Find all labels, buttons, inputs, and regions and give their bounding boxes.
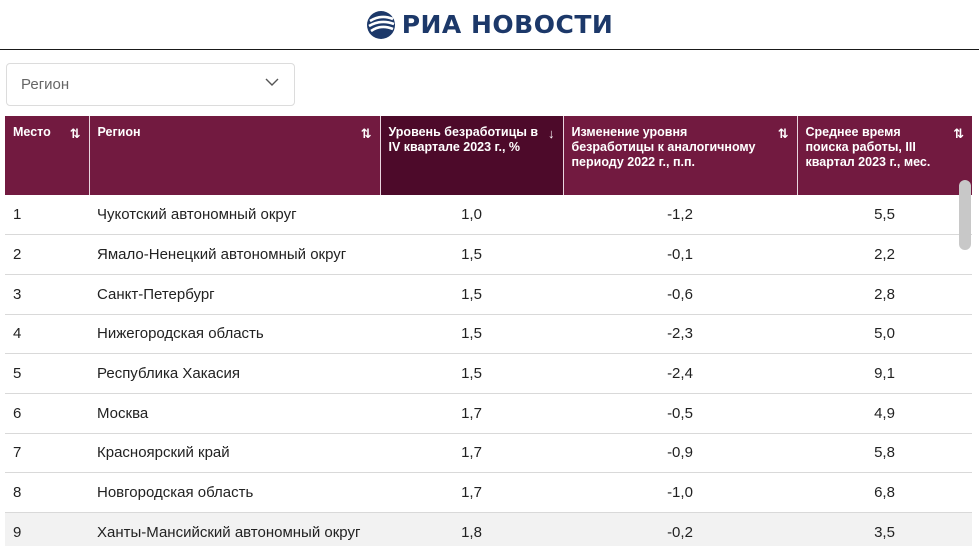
search-time-cell: 2,2: [797, 235, 972, 275]
unemployment-rate-cell: 1,0: [380, 195, 563, 235]
unemployment-rate-cell: 1,7: [380, 433, 563, 473]
region-cell: Ханты-Мансийский автономный округ: [89, 513, 380, 546]
rate-change-cell: -0,9: [563, 433, 797, 473]
column-header-label: Регион: [98, 125, 141, 140]
search-time-cell: 5,0: [797, 314, 972, 354]
table-header-row: Место ⇅ Регион ⇅ Уровень безработицы в IV кв…: [5, 116, 972, 195]
region-cell: Новгородская область: [89, 473, 380, 513]
rank-cell: 1: [5, 195, 89, 235]
column-header-label: Место: [13, 125, 51, 140]
rank-cell: 4: [5, 314, 89, 354]
column-header-label: Среднее время поиска работы, III квартал…: [806, 125, 948, 170]
unemployment-table: Место ⇅ Регион ⇅ Уровень безработицы в IV кв…: [5, 116, 972, 546]
search-time-cell: 3,5: [797, 513, 972, 546]
region-cell: Ямало-Ненецкий автономный округ: [89, 235, 380, 275]
column-header-3[interactable]: Изменение уровня безработицы к аналогичн…: [563, 116, 797, 195]
sort-both-icon[interactable]: ⇅: [361, 125, 372, 141]
rank-cell: 6: [5, 393, 89, 433]
rate-change-cell: -0,1: [563, 235, 797, 275]
region-filter-select[interactable]: Регион: [6, 63, 295, 106]
unemployment-rate-cell: 1,7: [380, 473, 563, 513]
region-cell: Санкт-Петербург: [89, 274, 380, 314]
rate-change-cell: -1,0: [563, 473, 797, 513]
column-header-label: Изменение уровня безработицы к аналогичн…: [572, 125, 772, 170]
column-header-1[interactable]: Регион ⇅: [89, 116, 380, 195]
column-header-label: Уровень безработицы в IV квартале 2023 г…: [389, 125, 543, 155]
sort-both-icon[interactable]: ⇅: [953, 125, 964, 141]
region-cell: Чукотский автономный округ: [89, 195, 380, 235]
logo-text: РИА НОВОСТИ: [402, 10, 614, 39]
search-time-cell: 6,8: [797, 473, 972, 513]
rank-cell: 8: [5, 473, 89, 513]
rate-change-cell: -2,4: [563, 354, 797, 394]
rank-cell: 9: [5, 513, 89, 546]
sort-both-icon[interactable]: ⇅: [70, 125, 81, 141]
search-time-cell: 5,5: [797, 195, 972, 235]
rate-change-cell: -0,2: [563, 513, 797, 546]
rank-cell: 5: [5, 354, 89, 394]
column-header-2[interactable]: Уровень безработицы в IV квартале 2023 г…: [380, 116, 563, 195]
rank-cell: 7: [5, 433, 89, 473]
region-filter-label: Регион: [21, 76, 264, 93]
column-header-4[interactable]: Среднее время поиска работы, III квартал…: [797, 116, 972, 195]
unemployment-rate-cell: 1,5: [380, 235, 563, 275]
search-time-cell: 4,9: [797, 393, 972, 433]
search-time-cell: 9,1: [797, 354, 972, 394]
chevron-down-icon: [264, 74, 280, 95]
sort-both-icon[interactable]: ⇅: [778, 125, 789, 141]
region-cell: Нижегородская область: [89, 314, 380, 354]
vertical-scrollbar[interactable]: [959, 180, 971, 250]
unemployment-rate-cell: 1,5: [380, 274, 563, 314]
sort-desc-icon[interactable]: ↓: [548, 125, 555, 141]
rate-change-cell: -2,3: [563, 314, 797, 354]
unemployment-rate-cell: 1,8: [380, 513, 563, 546]
rank-cell: 3: [5, 274, 89, 314]
column-header-0[interactable]: Место ⇅: [5, 116, 89, 195]
ria-globe-icon: [366, 10, 396, 40]
rate-change-cell: -0,5: [563, 393, 797, 433]
rank-cell: 2: [5, 235, 89, 275]
site-header: РИА НОВОСТИ: [0, 0, 979, 50]
region-cell: Москва: [89, 393, 380, 433]
search-time-cell: 5,8: [797, 433, 972, 473]
region-cell: Красноярский край: [89, 433, 380, 473]
rate-change-cell: -1,2: [563, 195, 797, 235]
logo[interactable]: РИА НОВОСТИ: [366, 10, 614, 40]
rate-change-cell: -0,6: [563, 274, 797, 314]
search-time-cell: 2,8: [797, 274, 972, 314]
unemployment-rate-cell: 1,7: [380, 393, 563, 433]
unemployment-rate-cell: 1,5: [380, 314, 563, 354]
unemployment-rate-cell: 1,5: [380, 354, 563, 394]
region-cell: Республика Хакасия: [89, 354, 380, 394]
